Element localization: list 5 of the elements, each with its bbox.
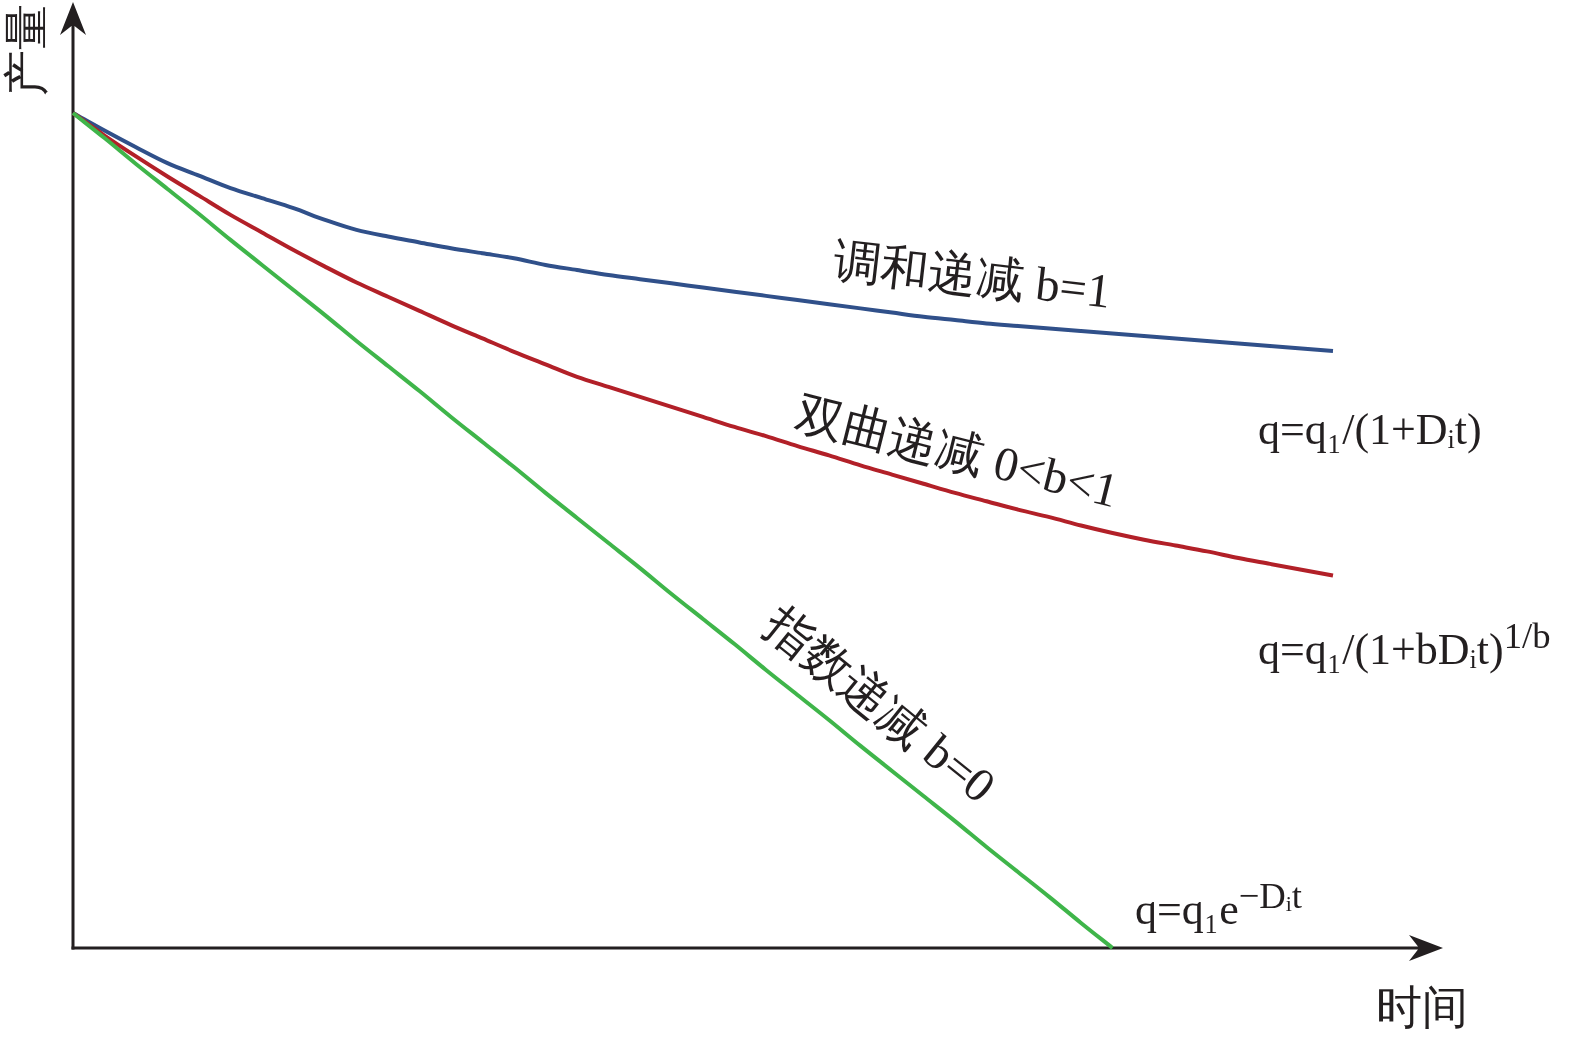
ylabel: 产量 — [4, 4, 50, 96]
annotation: q=q₁/(1+bDᵢt)$^{1/b}$ — [1258, 618, 1551, 672]
xlabel: 时间 — [1376, 985, 1468, 1031]
annotation: q=q₁e$^{−Dᵢt}$ — [1135, 878, 1302, 932]
annotation: q=q₁/(1+Dᵢt) — [1258, 408, 1482, 452]
